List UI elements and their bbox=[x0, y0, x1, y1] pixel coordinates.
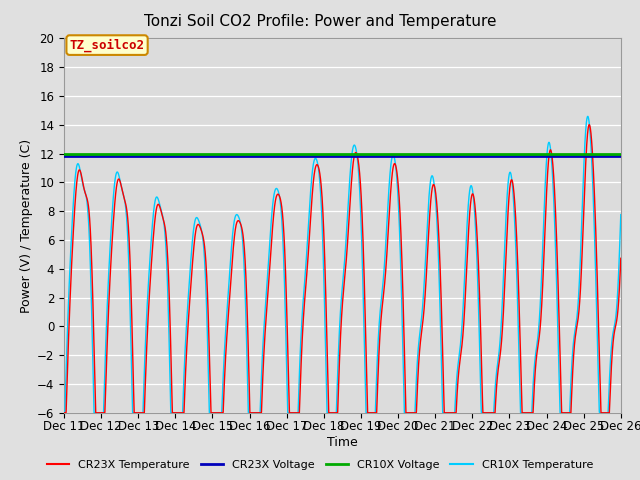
CR23X Temperature bbox=[394, 179, 402, 184]
CR10X Temperature bbox=[617, 212, 625, 217]
Text: TZ_soilco2: TZ_soilco2 bbox=[70, 38, 145, 52]
CR23X Temperature bbox=[586, 122, 593, 128]
CR10X Temperature bbox=[584, 113, 591, 119]
CR10X Temperature bbox=[60, 410, 68, 416]
CR10X Temperature bbox=[394, 192, 402, 198]
Legend: CR23X Temperature, CR23X Voltage, CR10X Voltage, CR10X Temperature: CR23X Temperature, CR23X Voltage, CR10X … bbox=[43, 456, 597, 474]
CR23X Temperature bbox=[422, 276, 430, 282]
Text: Tonzi Soil CO2 Profile: Power and Temperature: Tonzi Soil CO2 Profile: Power and Temper… bbox=[144, 14, 496, 29]
CR10X Temperature bbox=[161, 233, 169, 239]
CR10X Temperature bbox=[518, 410, 525, 416]
X-axis label: Time: Time bbox=[327, 436, 358, 449]
CR23X Temperature bbox=[60, 410, 68, 416]
Line: CR23X Temperature: CR23X Temperature bbox=[64, 125, 621, 413]
CR10X Temperature bbox=[273, 186, 280, 192]
Line: CR10X Temperature: CR10X Temperature bbox=[64, 116, 621, 413]
CR10X Temperature bbox=[422, 244, 430, 250]
CR23X Temperature bbox=[476, 289, 483, 295]
CR10X Temperature bbox=[476, 338, 483, 344]
Y-axis label: Power (V) / Temperature (C): Power (V) / Temperature (C) bbox=[20, 139, 33, 312]
CR23X Temperature bbox=[518, 400, 525, 406]
CR23X Temperature bbox=[273, 192, 280, 198]
CR23X Temperature bbox=[617, 255, 625, 261]
CR23X Temperature bbox=[161, 225, 169, 231]
